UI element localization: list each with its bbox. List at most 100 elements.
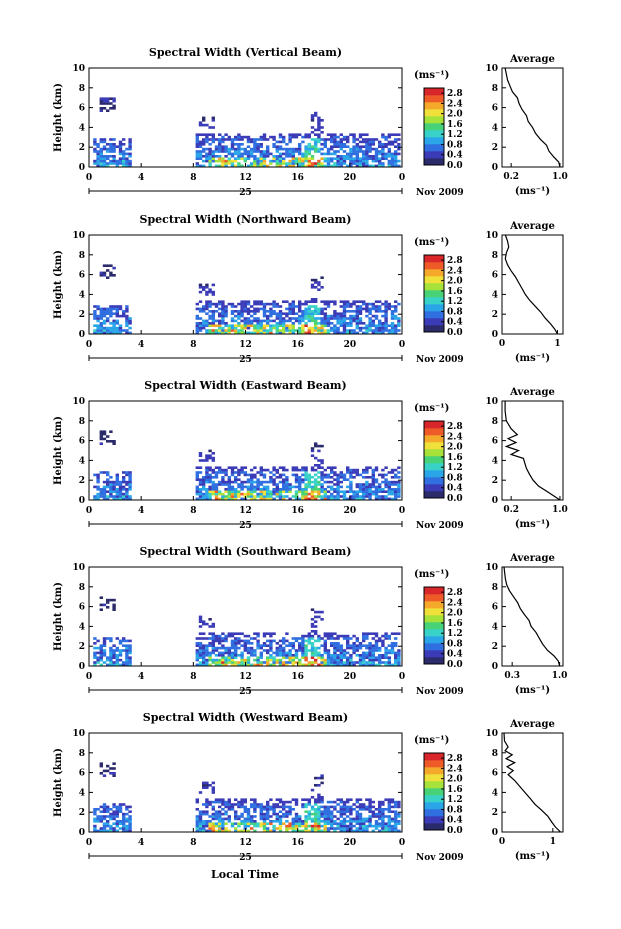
heatmap-cell [198, 822, 203, 825]
heatmap-cell [246, 812, 251, 816]
heatmap-cell [323, 322, 327, 325]
heatmap-cell [205, 157, 209, 160]
heatmap-cell [349, 488, 353, 491]
heatmap-cell [320, 824, 324, 828]
heatmap-cell [288, 485, 292, 489]
heatmap-cell [96, 319, 100, 323]
heatmap-cell [230, 152, 235, 156]
heatmap-cell [262, 152, 267, 156]
heatmap-cell [349, 822, 353, 825]
heatmap-cell [317, 824, 321, 828]
heatmap-cell [221, 322, 225, 325]
heatmap-cell [326, 164, 331, 168]
y-tick-label: 6 [79, 769, 85, 779]
heatmap-cell [243, 649, 247, 652]
heatmap-cell [198, 480, 203, 484]
heatmap-cell [208, 466, 212, 469]
heatmap-cell [384, 490, 388, 493]
heatmap-cell [259, 322, 263, 325]
heatmap-cell [291, 307, 295, 311]
heatmap-cell [378, 812, 382, 816]
heatmap-cell [317, 812, 321, 816]
heatmap-cell [387, 497, 391, 501]
heatmap-cell [314, 630, 318, 633]
heatmap-cell [368, 646, 372, 650]
heatmap-cell [259, 157, 263, 160]
heatmap-cell [96, 305, 100, 308]
heatmap-cell [368, 651, 372, 655]
heatmap-cell [310, 331, 315, 335]
heatmap-cell [310, 326, 315, 330]
colorbar-swatch [424, 477, 444, 485]
heatmap-cell [214, 637, 219, 640]
heatmap-cell [240, 326, 244, 330]
heatmap-cell [358, 312, 363, 315]
heatmap-cell [349, 147, 353, 151]
heatmap-cell [323, 829, 327, 833]
heatmap-cell [394, 307, 398, 311]
heatmap-cell [339, 314, 343, 318]
heatmap-cell [218, 319, 222, 323]
heatmap-cell [301, 490, 305, 493]
heatmap-cell [368, 820, 372, 823]
heatmap-cell [211, 485, 215, 489]
heatmap-cell [102, 314, 107, 318]
heatmap-cell [128, 331, 132, 335]
heatmap-cell [106, 329, 110, 332]
heatmap-cell [256, 143, 260, 146]
heatmap-cell [102, 603, 107, 607]
heatmap-cell [253, 155, 257, 158]
heatmap-cell [291, 646, 295, 650]
heatmap-frame [88, 400, 403, 501]
heatmap-cell [374, 310, 379, 313]
heatmap-cell [96, 639, 100, 643]
heatmap-cell [320, 126, 324, 129]
heatmap-cell [285, 162, 289, 165]
heatmap-cell [246, 817, 251, 821]
date-month: Nov 2009 [416, 521, 464, 531]
heatmap-cell [125, 651, 129, 655]
heatmap-cell [250, 480, 254, 484]
heatmap-cell [269, 658, 273, 662]
heatmap-cell [390, 810, 395, 813]
heatmap-cell [275, 651, 279, 655]
heatmap-cell [304, 300, 308, 303]
heatmap-cell [310, 162, 315, 165]
heatmap-cell [317, 815, 321, 818]
heatmap-cell [323, 634, 327, 638]
heatmap-cell [346, 639, 350, 643]
x-tick-label: 16 [291, 173, 304, 183]
heatmap-cell [214, 822, 219, 825]
heatmap-cell [224, 634, 228, 638]
heatmap-cell [310, 447, 315, 450]
heatmap-cell [205, 661, 209, 664]
heatmap-cell [326, 637, 331, 640]
colorbar-swatch [424, 753, 444, 761]
heatmap-cell [288, 805, 292, 809]
heatmap-cell [243, 798, 247, 801]
heatmap-cell [333, 140, 337, 144]
heatmap-cell [198, 152, 203, 156]
heatmap-cell [211, 322, 215, 325]
heatmap-cell [301, 651, 305, 655]
heatmap-cell [381, 829, 385, 833]
heatmap-cell [250, 468, 254, 472]
heatmap-cell [317, 162, 321, 165]
heatmap-cell [294, 824, 299, 828]
heatmap-cell [307, 331, 311, 335]
heatmap-cell [317, 488, 321, 491]
heatmap-cell [298, 815, 302, 818]
heatmap-cell [330, 300, 334, 303]
heatmap-cell [112, 644, 116, 647]
heatmap-cell [218, 815, 222, 818]
heatmap-cell [317, 466, 321, 469]
heatmap-cell [246, 658, 251, 662]
heatmap-cell [333, 317, 337, 320]
heatmap-cell [323, 649, 327, 652]
heatmap-cell [378, 319, 382, 323]
heatmap-cell [275, 654, 279, 657]
heatmap-cell [294, 649, 299, 652]
heatmap-cell [234, 331, 238, 335]
heatmap-cell [301, 649, 305, 652]
heatmap-cell [234, 488, 238, 491]
